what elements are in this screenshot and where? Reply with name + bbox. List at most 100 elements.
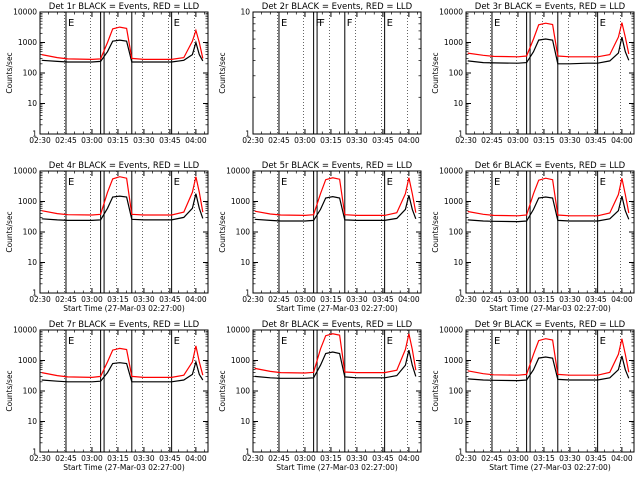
x-tick-label: 02:45 — [481, 136, 503, 145]
x-tick-label: 02:45 — [55, 136, 77, 145]
panel-2: Det 2r BLACK = Events, RED = LLD Counts/s… — [218, 2, 422, 145]
y-tick-label: 100 — [23, 69, 38, 78]
lld-series-line — [41, 176, 204, 216]
y-tick-label: 10000 — [13, 8, 37, 17]
x-tick-label: 03:00 — [81, 295, 103, 304]
events-series-line — [254, 349, 417, 379]
flag-label: E — [600, 177, 606, 188]
flag-label: E — [387, 336, 393, 347]
y-tick-label: 10 — [453, 99, 463, 108]
y-tick-label: 100 — [236, 228, 251, 237]
flag-label: F — [319, 18, 325, 29]
x-tick-label: 03:45 — [159, 295, 181, 304]
x-tick-label: 03:30 — [559, 454, 581, 463]
y-tick-label: 10000 — [226, 326, 250, 335]
panel-7: Det 7r BLACK = Events, RED = LLD Counts/s… — [5, 320, 209, 472]
flag-label: E — [600, 18, 606, 29]
x-tick-label: 02:30 — [29, 454, 51, 463]
y-tick-label: 100 — [449, 228, 464, 237]
flag-label: E — [387, 18, 393, 29]
x-tick-label: 03:45 — [159, 454, 181, 463]
y-axis-label: Counts/sec — [5, 211, 14, 252]
y-tick-label: 10000 — [226, 167, 250, 176]
x-tick-label: 03:15 — [320, 295, 342, 304]
x-tick-label: 03:00 — [294, 454, 316, 463]
x-tick-label: 02:45 — [55, 454, 77, 463]
x-tick-label: 03:30 — [559, 136, 581, 145]
x-tick-label: 02:30 — [29, 136, 51, 145]
x-tick-label: 03:15 — [107, 136, 129, 145]
x-tick-label: 03:15 — [533, 295, 555, 304]
x-tick-label: 02:45 — [481, 454, 503, 463]
plot-frame — [252, 170, 422, 294]
x-tick-label: 04:00 — [185, 295, 207, 304]
x-tick-label: 03:15 — [320, 136, 342, 145]
flag-label: F — [347, 18, 353, 29]
y-tick-label: 1000 — [18, 356, 37, 365]
lld-series-line — [467, 338, 630, 376]
x-tick-label: 04:00 — [611, 295, 633, 304]
y-axis-label: Counts/sec — [218, 211, 227, 252]
x-tick-label: 03:00 — [294, 295, 316, 304]
x-tick-label: 03:00 — [81, 454, 103, 463]
panel-1: Det 1r BLACK = Events, RED = LLD Counts/s… — [5, 2, 209, 145]
x-tick-label: 04:00 — [611, 454, 633, 463]
x-tick-label: 03:15 — [533, 454, 555, 463]
flag-label: E — [494, 18, 500, 29]
panel-title: Det 2r BLACK = Events, RED = LLD — [262, 2, 413, 12]
panel-3: Det 3r BLACK = Events, RED = LLD Counts/s… — [431, 2, 635, 145]
x-tick-label: 03:15 — [320, 454, 342, 463]
x-tick-label: 02:30 — [242, 136, 264, 145]
events-series-line — [41, 359, 204, 383]
y-tick-label: 1 — [458, 448, 463, 457]
y-tick-label: 1000 — [444, 197, 463, 206]
y-tick-label: 10000 — [439, 167, 463, 176]
plot-frame — [252, 329, 422, 453]
x-tick-label: 03:30 — [346, 454, 368, 463]
x-tick-label: 02:30 — [242, 295, 264, 304]
events-series-line — [41, 193, 204, 221]
y-tick-label: 10000 — [13, 167, 37, 176]
flag-label: E — [174, 177, 180, 188]
y-tick-label: 10 — [27, 258, 37, 267]
y-tick-label: 10 — [453, 417, 463, 426]
y-axis-label: Counts/sec — [431, 52, 440, 93]
panel-6: Det 6r BLACK = Events, RED = LLD Counts/s… — [431, 161, 635, 313]
y-tick-label: 1000 — [231, 197, 250, 206]
lld-series-line — [467, 177, 630, 217]
flag-label: E — [281, 336, 287, 347]
y-tick-label: 1 — [458, 130, 463, 139]
y-tick-label: 10000 — [13, 326, 37, 335]
y-tick-label: 1 — [245, 130, 250, 139]
flag-label: E — [174, 18, 180, 29]
y-tick-label: 1 — [32, 448, 37, 457]
x-axis-label: Start Time (27-Mar-03 02:27:00) — [276, 304, 398, 313]
x-tick-label: 03:30 — [559, 295, 581, 304]
plot-frame — [465, 11, 635, 135]
y-tick-label: 100 — [23, 228, 38, 237]
flag-label: E — [494, 336, 500, 347]
x-tick-label: 03:00 — [507, 454, 529, 463]
events-series-line — [467, 36, 630, 65]
flag-label: E — [68, 177, 74, 188]
x-tick-label: 03:30 — [133, 136, 155, 145]
x-axis-label: Start Time (27-Mar-03 02:27:00) — [63, 304, 185, 313]
flag-label: E — [494, 177, 500, 188]
plot-frame — [465, 329, 635, 453]
x-tick-label: 02:30 — [455, 295, 477, 304]
x-tick-label: 03:45 — [585, 295, 607, 304]
flag-label: E — [68, 18, 74, 29]
panel-title: Det 3r BLACK = Events, RED = LLD — [475, 2, 626, 12]
x-tick-label: 03:00 — [507, 295, 529, 304]
events-series-line — [467, 195, 630, 223]
x-tick-label: 02:30 — [29, 295, 51, 304]
lld-series-line — [254, 177, 417, 217]
y-tick-label: 10000 — [439, 326, 463, 335]
y-tick-label: 10 — [27, 99, 37, 108]
y-tick-label: 1000 — [444, 38, 463, 47]
plot-frame — [39, 329, 209, 453]
x-axis-label: Start Time (27-Mar-03 02:27:00) — [63, 463, 185, 472]
lld-series-line — [254, 333, 417, 374]
x-tick-label: 03:45 — [159, 136, 181, 145]
